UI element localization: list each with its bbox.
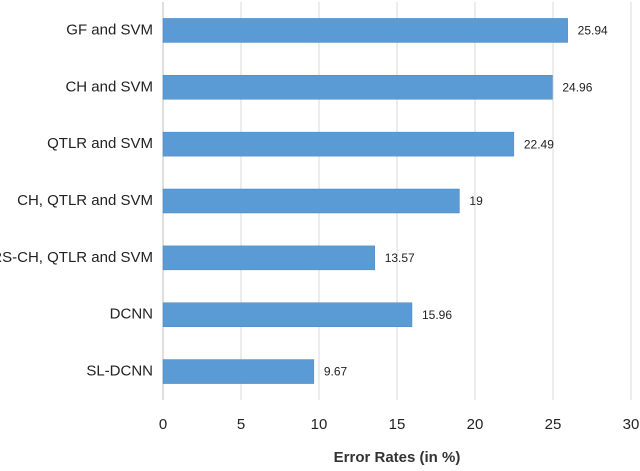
x-tick-label: 20 <box>467 416 484 433</box>
value-label: 19 <box>469 194 483 208</box>
value-label: 22.49 <box>524 137 554 151</box>
bar <box>162 18 568 43</box>
y-tick-label: CH and SVM <box>65 78 153 95</box>
x-axis-title: Error Rates (in %) <box>334 449 461 466</box>
x-tick-label: 0 <box>159 416 167 433</box>
y-tick-label: SL-DCNN <box>86 363 153 380</box>
value-label: 13.57 <box>385 251 415 265</box>
value-label: 25.94 <box>578 24 608 38</box>
bar <box>162 131 515 157</box>
x-tick-label: 10 <box>311 416 328 433</box>
x-tick-label: 25 <box>545 416 562 433</box>
bar <box>162 75 553 100</box>
bar <box>162 188 460 214</box>
x-tick-label: 15 <box>389 416 406 433</box>
bar <box>162 245 375 271</box>
bar <box>162 302 413 327</box>
y-tick-label: RS-CH, QTLR and SVM <box>0 249 153 266</box>
bar <box>162 359 315 384</box>
y-tick-label: CH, QTLR and SVM <box>17 192 153 209</box>
value-label: 24.96 <box>562 80 592 94</box>
y-tick-label: QTLR and SVM <box>47 135 153 152</box>
value-label: 9.67 <box>324 365 348 379</box>
value-label: 15.96 <box>422 308 452 322</box>
y-tick-label: DCNN <box>110 306 153 323</box>
x-tick-label: 30 <box>623 416 640 433</box>
y-tick-label: GF and SVM <box>66 21 153 38</box>
x-tick-label: 5 <box>237 416 245 433</box>
